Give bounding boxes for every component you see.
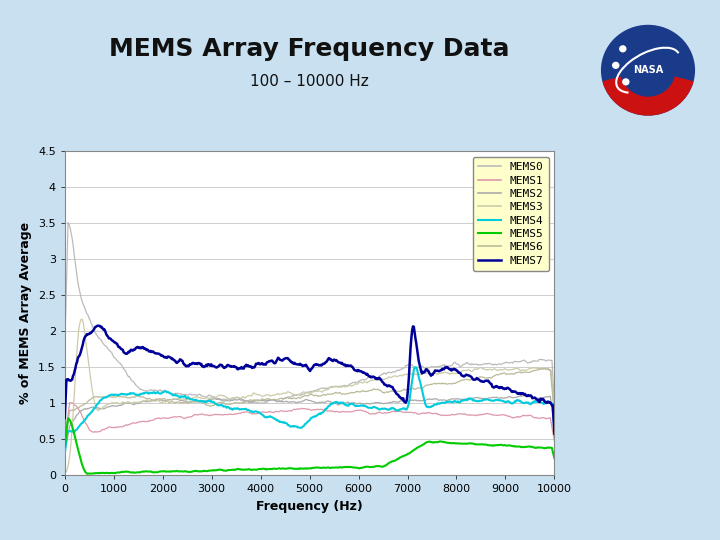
Text: MEMS Array Frequency Data: MEMS Array Frequency Data (109, 37, 510, 60)
Circle shape (620, 46, 626, 52)
Circle shape (613, 63, 618, 68)
Legend: MEMS0, MEMS1, MEMS2, MEMS3, MEMS4, MEMS5, MEMS6, MEMS7: MEMS0, MEMS1, MEMS2, MEMS3, MEMS4, MEMS5… (473, 157, 549, 271)
Wedge shape (603, 77, 693, 115)
Text: NASA: NASA (633, 65, 663, 75)
Text: 100 – 10000 Hz: 100 – 10000 Hz (251, 73, 369, 89)
Y-axis label: % of MEMS Array Average: % of MEMS Array Average (19, 222, 32, 404)
Circle shape (623, 79, 629, 85)
Circle shape (602, 25, 694, 115)
X-axis label: Frequency (Hz): Frequency (Hz) (256, 500, 363, 513)
